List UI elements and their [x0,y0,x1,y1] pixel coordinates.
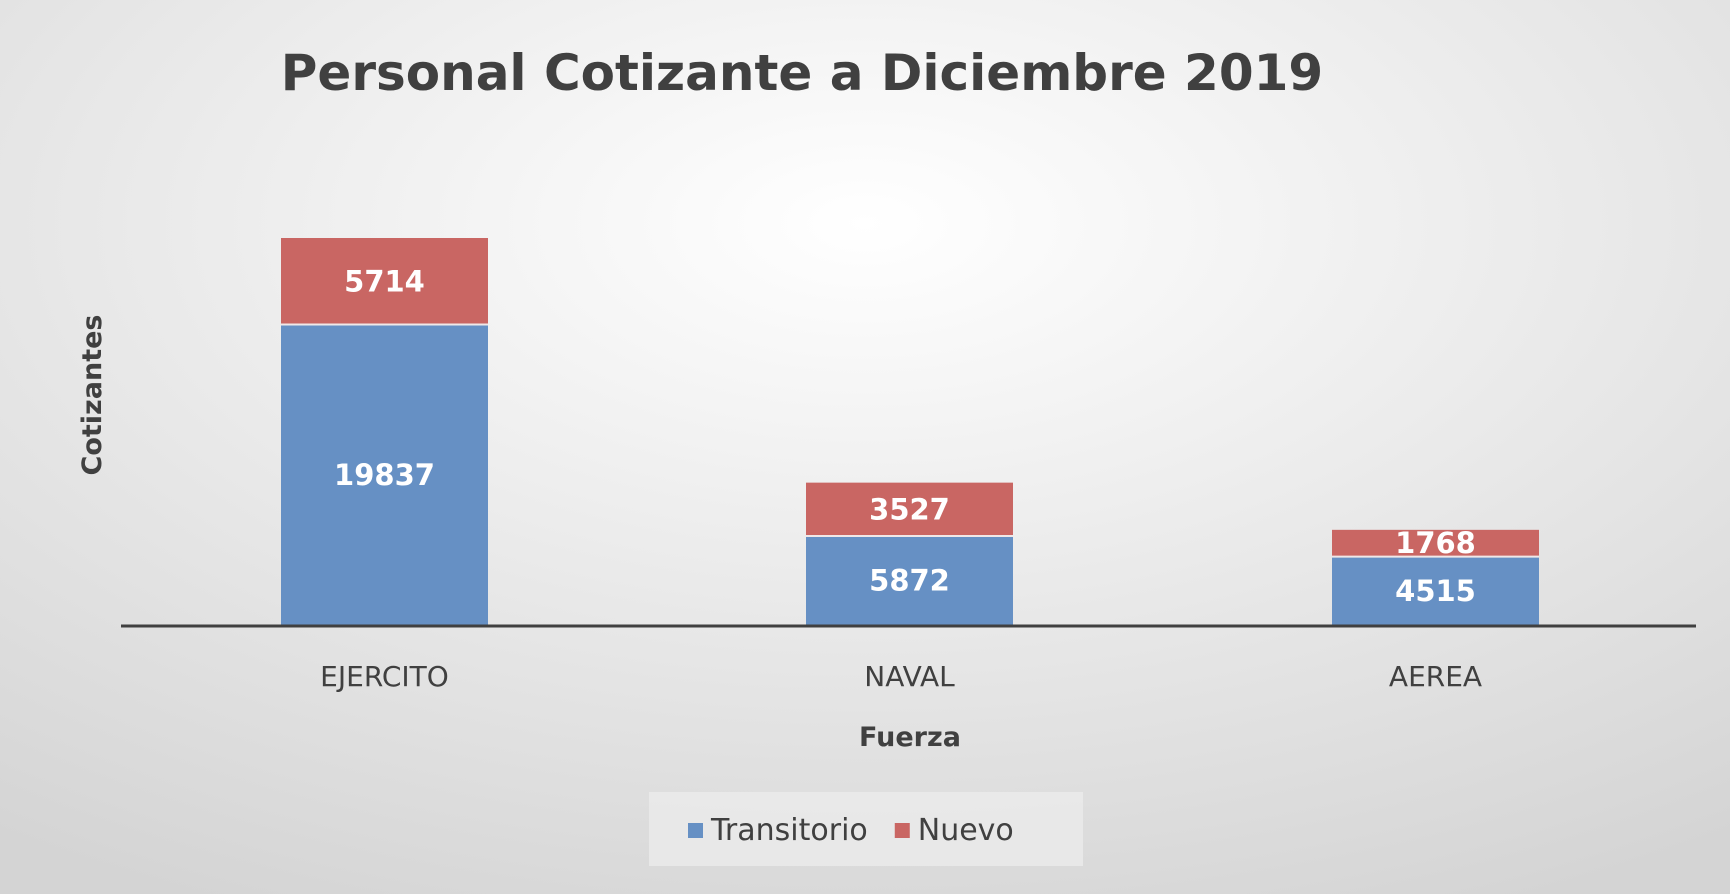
bar-transitorio-ejercito [281,324,488,625]
legend-swatch-transitorio [688,823,703,838]
data-label: 19837 [334,458,435,492]
data-label: 4515 [1395,574,1476,608]
legend-swatch-nuevo [894,823,910,838]
data-label: 1768 [1395,526,1476,560]
category-label: AEREA [1389,660,1482,693]
category-label: NAVAL [864,660,955,693]
chart-title: Personal Cotizante a Diciembre 2019 [281,44,1323,102]
data-label: 5714 [344,264,425,298]
legend: Transitorio Nuevo [688,813,1014,848]
category-labels: EJERCITO NAVAL AEREA [320,660,1482,693]
y-axis-title: Cotizantes [77,315,108,476]
legend-label-transitorio: Transitorio [710,813,868,848]
legend-label-nuevo: Nuevo [918,813,1014,848]
bars-group: 19837 5714 5872 3527 4515 1768 [281,238,1539,625]
bar-transitorio-naval [806,536,1013,625]
data-label: 5872 [869,564,950,598]
legend-box [649,792,1083,866]
category-label: EJERCITO [320,660,449,693]
data-label: 3527 [869,492,950,526]
bar-nuevo-naval [806,482,1013,537]
bar-transitorio-aerea [1332,556,1539,625]
bar-nuevo-aerea [1332,529,1539,557]
bar-nuevo-ejercito [281,238,488,325]
x-axis-title: Fuerza [859,722,961,753]
